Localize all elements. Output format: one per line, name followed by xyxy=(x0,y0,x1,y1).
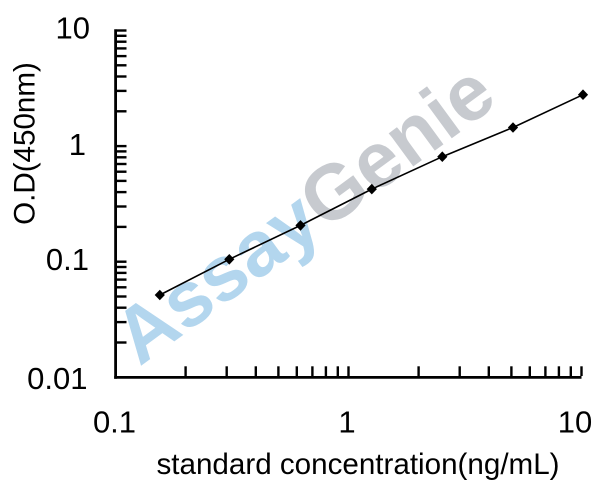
svg-text:1: 1 xyxy=(338,405,355,440)
svg-text:0.1: 0.1 xyxy=(93,405,136,440)
svg-text:0.1: 0.1 xyxy=(46,242,89,277)
svg-text:0.01: 0.01 xyxy=(27,361,87,396)
svg-text:10: 10 xyxy=(558,405,592,440)
svg-text:standard concentration(ng/mL): standard concentration(ng/mL) xyxy=(156,448,559,481)
svg-text:10: 10 xyxy=(56,11,90,46)
svg-text:O.D(450nm): O.D(450nm) xyxy=(9,62,42,225)
svg-text:AssayGenie: AssayGenie xyxy=(98,46,510,381)
svg-text:1: 1 xyxy=(69,127,86,162)
